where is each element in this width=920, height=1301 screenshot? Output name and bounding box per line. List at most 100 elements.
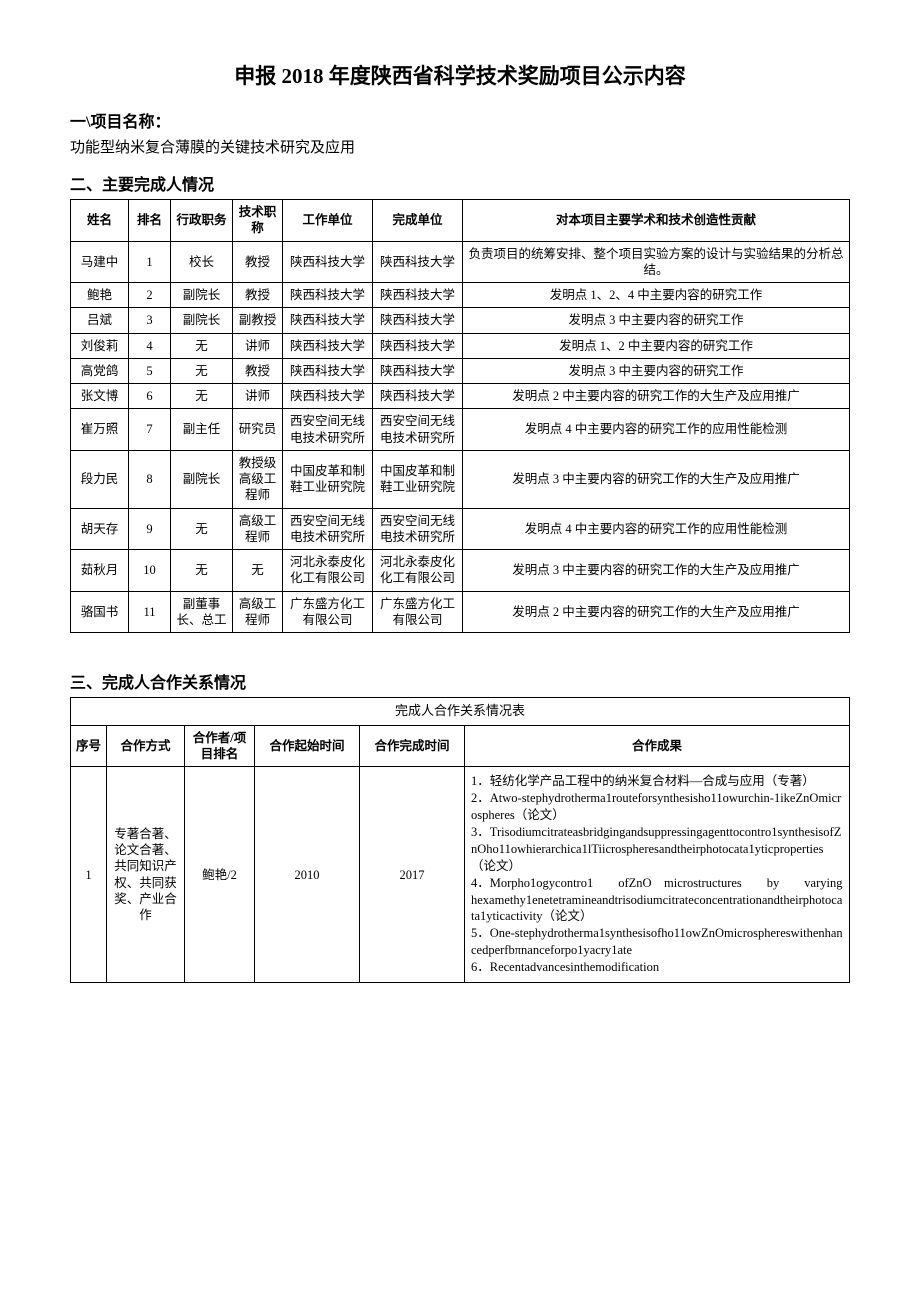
cell-contrib: 发明点 2 中主要内容的研究工作的大生产及应用推广 (463, 591, 850, 633)
col-start: 合作起始时间 (255, 725, 360, 767)
cell-work: 陕西科技大学 (283, 283, 373, 308)
cell-contrib: 发明点 4 中主要内容的研究工作的应用性能检测 (463, 409, 850, 451)
cell-unit: 陕西科技大学 (373, 308, 463, 333)
cooperation-table-caption: 完成人合作关系情况表 (71, 698, 850, 726)
cell-work: 陕西科技大学 (283, 358, 373, 383)
table-row: 段力民8副院长教授级高级工程师中国皮革和制鞋工业研究院中国皮革和制鞋工业研究院发… (71, 450, 850, 508)
cell-contrib: 发明点 3 中主要内容的研究工作 (463, 358, 850, 383)
col-mode: 合作方式 (107, 725, 185, 767)
cell-post: 校长 (171, 241, 233, 283)
personnel-table: 姓名 排名 行政职务 技术职称 工作单位 完成单位 对本项目主要学术和技术创造性… (70, 199, 850, 633)
cell-rank: 11 (129, 591, 171, 633)
section1-body: 功能型纳米复合薄膜的关键技术研究及应用 (70, 136, 850, 157)
col-unit: 完成单位 (373, 200, 463, 242)
cell-start: 2010 (255, 767, 360, 983)
cell-unit: 陕西科技大学 (373, 283, 463, 308)
cell-rank: 6 (129, 384, 171, 409)
cell-title: 高级工程师 (233, 508, 283, 550)
cell-title: 高级工程师 (233, 591, 283, 633)
col-work: 工作单位 (283, 200, 373, 242)
section2-heading: 二、主要完成人情况 (70, 171, 850, 195)
cell-work: 西安空间无线电技术研究所 (283, 409, 373, 451)
cell-post: 副院长 (171, 308, 233, 333)
cell-contrib: 发明点 4 中主要内容的研究工作的应用性能检测 (463, 508, 850, 550)
table-row: 吕斌3副院长副教授陕西科技大学陕西科技大学发明点 3 中主要内容的研究工作 (71, 308, 850, 333)
section3-heading: 三、完成人合作关系情况 (70, 669, 850, 693)
cell-rank: 9 (129, 508, 171, 550)
cell-contrib: 发明点 3 中主要内容的研究工作的大生产及应用推广 (463, 550, 850, 592)
cell-end: 2017 (360, 767, 465, 983)
cell-contrib: 发明点 3 中主要内容的研究工作 (463, 308, 850, 333)
cell-unit: 西安空间无线电技术研究所 (373, 409, 463, 451)
cell-post: 副院长 (171, 283, 233, 308)
col-post: 行政职务 (171, 200, 233, 242)
table-caption-row: 完成人合作关系情况表 (71, 698, 850, 726)
cell-title: 讲师 (233, 384, 283, 409)
cell-unit: 陕西科技大学 (373, 241, 463, 283)
cell-rank: 3 (129, 308, 171, 333)
cell-work: 陕西科技大学 (283, 308, 373, 333)
table-header-row: 姓名 排名 行政职务 技术职称 工作单位 完成单位 对本项目主要学术和技术创造性… (71, 200, 850, 242)
cell-title: 教授 (233, 283, 283, 308)
cell-title: 讲师 (233, 333, 283, 358)
cell-rank: 5 (129, 358, 171, 383)
col-contrib: 对本项目主要学术和技术创造性贡献 (463, 200, 850, 242)
cell-contrib: 发明点 2 中主要内容的研究工作的大生产及应用推广 (463, 384, 850, 409)
cell-unit: 陕西科技大学 (373, 384, 463, 409)
cell-partner: 鲍艳/2 (185, 767, 255, 983)
cell-name: 段力民 (71, 450, 129, 508)
cell-title: 教授级高级工程师 (233, 450, 283, 508)
cell-rank: 8 (129, 450, 171, 508)
cell-title: 研究员 (233, 409, 283, 451)
table-row: 1 专著合著、论文合著、共同知识产权、共同获奖、产业合作 鲍艳/2 2010 2… (71, 767, 850, 983)
cell-work: 西安空间无线电技术研究所 (283, 508, 373, 550)
cell-name: 胡天存 (71, 508, 129, 550)
cell-unit: 中国皮革和制鞋工业研究院 (373, 450, 463, 508)
table-row: 茹秋月10无无河北永泰皮化化工有限公司河北永泰皮化化工有限公司发明点 3 中主要… (71, 550, 850, 592)
col-title: 技术职称 (233, 200, 283, 242)
table-row: 马建中1校长教授陕西科技大学陕西科技大学负责项目的统筹安排、整个项目实验方案的设… (71, 241, 850, 283)
table-row: 刘俊莉4无讲师陕西科技大学陕西科技大学发明点 1、2 中主要内容的研究工作 (71, 333, 850, 358)
col-rank: 排名 (129, 200, 171, 242)
cell-work: 陕西科技大学 (283, 384, 373, 409)
cell-title: 教授 (233, 358, 283, 383)
cell-idx: 1 (71, 767, 107, 983)
table-row: 骆国书11副董事长、总工高级工程师广东盛方化工有限公司广东盛方化工有限公司发明点… (71, 591, 850, 633)
cooperation-table: 完成人合作关系情况表 序号 合作方式 合作者/项目排名 合作起始时间 合作完成时… (70, 697, 850, 983)
cell-work: 中国皮革和制鞋工业研究院 (283, 450, 373, 508)
table-row: 张文博6无讲师陕西科技大学陕西科技大学发明点 2 中主要内容的研究工作的大生产及… (71, 384, 850, 409)
cell-contrib: 发明点 1、2 中主要内容的研究工作 (463, 333, 850, 358)
table-row: 胡天存9无高级工程师西安空间无线电技术研究所西安空间无线电技术研究所发明点 4 … (71, 508, 850, 550)
cell-work: 陕西科技大学 (283, 333, 373, 358)
cell-post: 无 (171, 358, 233, 383)
cell-post: 无 (171, 333, 233, 358)
cell-work: 河北永泰皮化化工有限公司 (283, 550, 373, 592)
cell-post: 副董事长、总工 (171, 591, 233, 633)
cell-work: 陕西科技大学 (283, 241, 373, 283)
cell-post: 无 (171, 384, 233, 409)
cell-unit: 陕西科技大学 (373, 358, 463, 383)
cell-work: 广东盛方化工有限公司 (283, 591, 373, 633)
cell-title: 无 (233, 550, 283, 592)
cell-name: 骆国书 (71, 591, 129, 633)
cell-mode: 专著合著、论文合著、共同知识产权、共同获奖、产业合作 (107, 767, 185, 983)
table-row: 高党鸽5无教授陕西科技大学陕西科技大学发明点 3 中主要内容的研究工作 (71, 358, 850, 383)
cell-post: 副院长 (171, 450, 233, 508)
cell-title: 副教授 (233, 308, 283, 333)
col-idx: 序号 (71, 725, 107, 767)
cell-post: 无 (171, 550, 233, 592)
col-result: 合作成果 (465, 725, 850, 767)
cell-rank: 1 (129, 241, 171, 283)
cell-unit: 河北永泰皮化化工有限公司 (373, 550, 463, 592)
cell-unit: 广东盛方化工有限公司 (373, 591, 463, 633)
cell-rank: 2 (129, 283, 171, 308)
cell-name: 鲍艳 (71, 283, 129, 308)
page-title: 申报 2018 年度陕西省科学技术奖励项目公示内容 (70, 60, 850, 90)
section1-heading: 一\项目名称： (70, 108, 850, 132)
cell-post: 无 (171, 508, 233, 550)
cell-contrib: 发明点 3 中主要内容的研究工作的大生产及应用推广 (463, 450, 850, 508)
cell-name: 高党鸽 (71, 358, 129, 383)
col-name: 姓名 (71, 200, 129, 242)
cell-rank: 7 (129, 409, 171, 451)
cell-result: 1．轻纺化学产品工程中的纳米复合材料—合成与应用（专著）2．Atwo-steph… (465, 767, 850, 983)
